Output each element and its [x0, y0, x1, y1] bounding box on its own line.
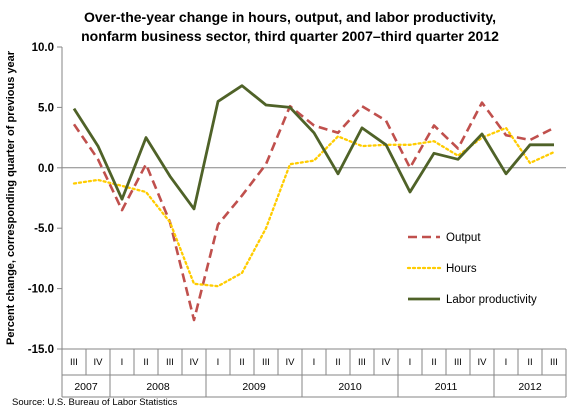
x-tick-label: IV — [382, 357, 392, 368]
series-line-hours — [72, 126, 556, 288]
x-tick-label: II — [335, 357, 340, 368]
y-axis-label: Percent change, corresponding quarter of… — [5, 50, 17, 345]
legend-label: Output — [446, 232, 481, 244]
x-tick-label: IV — [286, 357, 296, 368]
year-label: 2007 — [74, 381, 98, 393]
y-tick-label: 5.0 — [38, 102, 54, 114]
x-tick-label: III — [550, 357, 558, 368]
x-tick-label: II — [527, 357, 532, 368]
chart-title-line-2: nonfarm business sector, third quarter 2… — [81, 28, 499, 44]
x-tick-label: II — [239, 357, 244, 368]
legend: Output Hours Labor productivity — [406, 232, 537, 306]
x-tick-label: II — [431, 357, 436, 368]
x-tick-label: I — [121, 357, 124, 368]
y-tick-label: -15.0 — [28, 344, 54, 356]
x-tick-label: II — [143, 357, 148, 368]
x-tick-label: I — [217, 357, 220, 368]
chart-title: Over-the-year change in hours, output, a… — [81, 9, 499, 44]
year-label: 2009 — [242, 381, 266, 393]
source-note: Source: U.S. Bureau of Labor Statistics — [12, 397, 178, 408]
x-tick-label: IV — [94, 357, 104, 368]
x-tick-label: III — [454, 357, 462, 368]
series-line-labor-productivity — [72, 84, 554, 211]
series-lines — [72, 84, 556, 322]
series-line-output — [72, 101, 555, 322]
y-tick-label: 10.0 — [32, 42, 54, 54]
x-tick-label: III — [358, 357, 366, 368]
x-tick-label: I — [409, 357, 412, 368]
legend-label: Labor productivity — [446, 294, 537, 306]
y-tick-label: -5.0 — [34, 223, 54, 235]
chart-title-line-1: Over-the-year change in hours, output, a… — [84, 9, 496, 25]
x-tick-label: III — [262, 357, 270, 368]
x-tick-label: IV — [478, 357, 488, 368]
x-tick-label: III — [70, 357, 78, 368]
x-tick-label: IV — [190, 357, 200, 368]
legend-label: Hours — [446, 263, 477, 275]
y-tick-label: 0.0 — [38, 163, 54, 175]
year-label: 2011 — [435, 381, 458, 393]
year-label: 2008 — [146, 381, 170, 393]
y-tick-label: -10.0 — [28, 284, 54, 296]
year-label: 2010 — [338, 381, 362, 393]
x-tick-label: I — [313, 357, 316, 368]
year-label: 2012 — [518, 381, 542, 393]
x-tick-label: I — [505, 357, 508, 368]
x-tick-label: III — [166, 357, 174, 368]
